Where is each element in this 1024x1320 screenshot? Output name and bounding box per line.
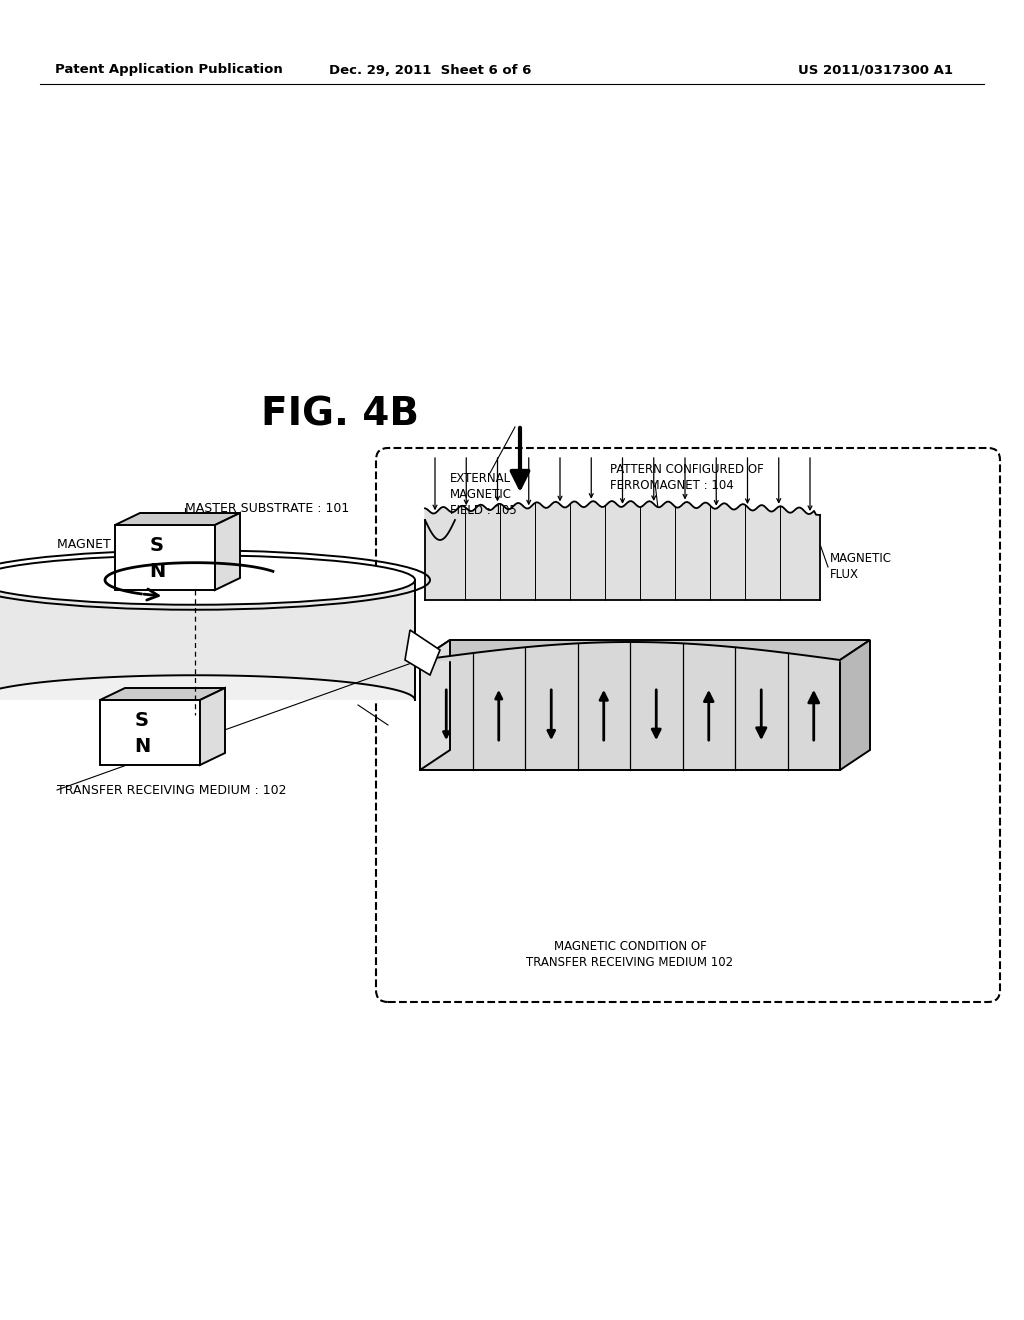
Polygon shape (406, 630, 440, 675)
Polygon shape (0, 579, 415, 700)
Text: TRANSFER RECEIVING MEDIUM : 102: TRANSFER RECEIVING MEDIUM : 102 (57, 784, 287, 796)
Polygon shape (420, 660, 840, 770)
Text: EXTERNAL
MAGNETIC
FIELD : 105: EXTERNAL MAGNETIC FIELD : 105 (450, 473, 517, 517)
Text: S: S (150, 536, 164, 556)
Polygon shape (215, 513, 240, 590)
Text: N: N (148, 562, 165, 581)
Text: N: N (134, 738, 151, 756)
Text: Patent Application Publication: Patent Application Publication (55, 63, 283, 77)
Text: S: S (135, 711, 150, 730)
Text: MASTER SUBSTRATE : 101: MASTER SUBSTRATE : 101 (185, 502, 349, 515)
Polygon shape (115, 513, 240, 525)
Polygon shape (425, 502, 820, 601)
Polygon shape (115, 525, 215, 590)
Polygon shape (420, 640, 870, 660)
Polygon shape (100, 700, 200, 766)
Ellipse shape (0, 556, 415, 605)
Polygon shape (200, 688, 225, 766)
Text: MAGNET : 103: MAGNET : 103 (57, 539, 146, 552)
FancyBboxPatch shape (376, 447, 1000, 1002)
Polygon shape (0, 579, 415, 700)
Text: MAGNETIC CONDITION OF
TRANSFER RECEIVING MEDIUM 102: MAGNETIC CONDITION OF TRANSFER RECEIVING… (526, 940, 733, 969)
Text: FIG. 4B: FIG. 4B (261, 396, 419, 434)
Polygon shape (420, 640, 450, 770)
Polygon shape (840, 640, 870, 770)
Text: MAGNETIC
FLUX: MAGNETIC FLUX (830, 553, 892, 582)
Text: PATTERN CONFIGURED OF
FERROMAGNET : 104: PATTERN CONFIGURED OF FERROMAGNET : 104 (610, 463, 764, 492)
Polygon shape (100, 688, 225, 700)
Text: Dec. 29, 2011  Sheet 6 of 6: Dec. 29, 2011 Sheet 6 of 6 (329, 63, 531, 77)
Ellipse shape (170, 570, 220, 590)
Text: US 2011/0317300 A1: US 2011/0317300 A1 (798, 63, 952, 77)
